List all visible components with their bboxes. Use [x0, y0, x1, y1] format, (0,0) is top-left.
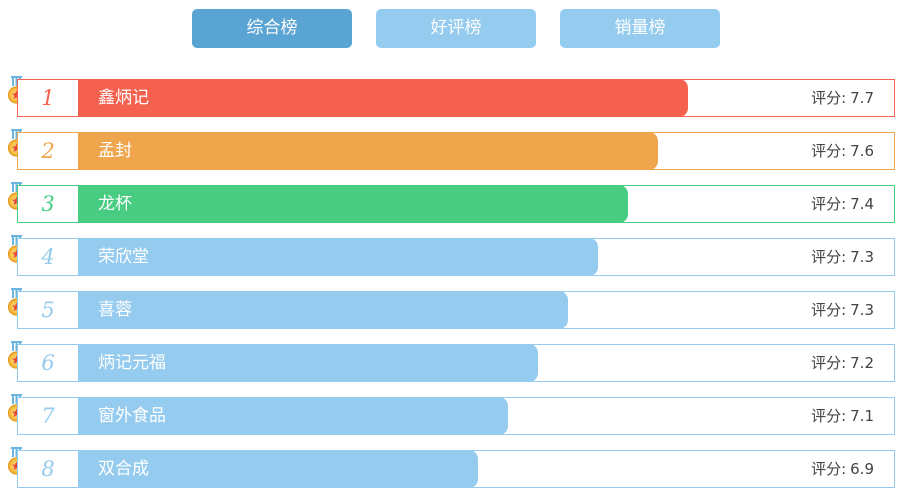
tab-sales[interactable]: 销量榜	[560, 9, 720, 48]
brand-name: 荣欣堂	[98, 247, 149, 267]
score-label: 评分:	[811, 460, 847, 478]
score-label: 评分:	[811, 142, 847, 160]
table-row[interactable]: 3 龙杯 评分: 7.4	[17, 185, 895, 223]
rank-number: 3	[41, 192, 55, 216]
rank-number: 4	[41, 245, 55, 269]
table-row[interactable]: 2 孟封 评分: 7.6	[17, 132, 895, 170]
score-label: 评分:	[811, 354, 847, 372]
brand-name: 龙杯	[98, 194, 132, 214]
table-row[interactable]: 8 双合成 评分: 6.9	[17, 450, 895, 488]
tab-good-reviews[interactable]: 好评榜	[376, 9, 536, 48]
ranking-tabs: 综合榜 好评榜 销量榜	[0, 0, 900, 60]
score-value: 7.4	[850, 195, 874, 213]
score-text: 评分: 7.6	[811, 133, 874, 169]
score-label: 评分:	[811, 301, 847, 319]
score-bar	[78, 344, 538, 382]
score-text: 评分: 7.1	[811, 398, 874, 434]
brand-name: 喜蓉	[98, 300, 132, 320]
score-label: 评分:	[811, 89, 847, 107]
brand-name: 孟封	[98, 141, 132, 161]
score-value: 7.3	[850, 301, 874, 319]
score-value: 7.2	[850, 354, 874, 372]
score-value: 7.3	[850, 248, 874, 266]
score-bar	[78, 79, 688, 117]
brand-name: 鑫炳记	[98, 88, 149, 108]
table-row[interactable]: 1 鑫炳记 评分: 7.7	[17, 79, 895, 117]
table-row[interactable]: 7 窗外食品 评分: 7.1	[17, 397, 895, 435]
score-text: 评分: 7.3	[811, 239, 874, 275]
score-value: 7.1	[850, 407, 874, 425]
score-label: 评分:	[811, 407, 847, 425]
score-bar	[78, 450, 478, 488]
score-text: 评分: 7.2	[811, 345, 874, 381]
score-value: 7.6	[850, 142, 874, 160]
score-text: 评分: 7.4	[811, 186, 874, 222]
score-bar	[78, 397, 508, 435]
brand-name: 双合成	[98, 459, 149, 479]
score-label: 评分:	[811, 248, 847, 266]
score-bar	[78, 132, 658, 170]
rank-number: 8	[41, 457, 55, 481]
rank-number: 7	[41, 404, 55, 428]
rank-number: 2	[41, 139, 55, 163]
score-bar	[78, 291, 568, 329]
score-label: 评分:	[811, 195, 847, 213]
rank-number: 6	[41, 351, 55, 375]
brand-name: 窗外食品	[98, 406, 166, 426]
score-text: 评分: 7.3	[811, 292, 874, 328]
score-bar	[78, 238, 598, 276]
table-row[interactable]: 5 喜蓉 评分: 7.3	[17, 291, 895, 329]
table-row[interactable]: 4 荣欣堂 评分: 7.3	[17, 238, 895, 276]
rank-number: 5	[41, 298, 55, 322]
brand-name: 炳记元福	[98, 353, 166, 373]
score-bar	[78, 185, 628, 223]
score-text: 评分: 6.9	[811, 451, 874, 487]
table-row[interactable]: 6 炳记元福 评分: 7.2	[17, 344, 895, 382]
score-text: 评分: 7.7	[811, 80, 874, 116]
rank-number: 1	[41, 86, 55, 110]
tab-overall[interactable]: 综合榜	[192, 9, 352, 48]
score-value: 7.7	[850, 89, 874, 107]
score-value: 6.9	[850, 460, 874, 478]
